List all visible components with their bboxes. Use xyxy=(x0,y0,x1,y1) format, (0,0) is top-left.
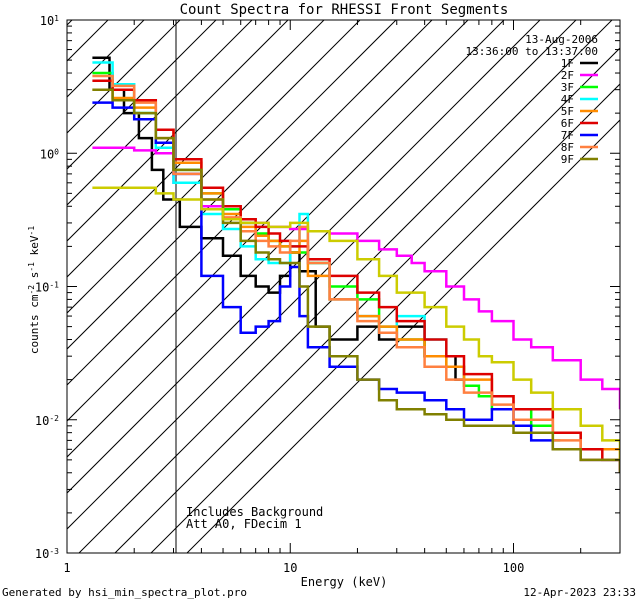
y-tick-label: 100 xyxy=(40,147,59,162)
legend-label-7F: 7F xyxy=(561,129,574,142)
legend-label-1F: 1F xyxy=(561,57,574,70)
x-tick-label: 1 xyxy=(63,561,70,575)
y-tick-label: 10-1 xyxy=(35,280,59,295)
legend-label-5F: 5F xyxy=(561,105,574,118)
annotation-background: Includes Background xyxy=(186,505,323,519)
generated-by: Generated by hsi_min_spectra_plot.pro xyxy=(2,586,247,599)
legend-label-4F: 4F xyxy=(561,93,574,106)
legend-label-3F: 3F xyxy=(561,81,574,94)
series-6F xyxy=(92,79,620,473)
series-3F xyxy=(92,71,561,442)
legend-date: 13-Aug-2006 xyxy=(525,33,598,46)
legend-time-range: 13:36:00 to 13:37:00 xyxy=(466,45,598,58)
annotation-attenuator: Att A0, FDecim 1 xyxy=(186,517,302,531)
excluded-region xyxy=(67,20,620,553)
chart-title: Count Spectra for RHESSI Front Segments xyxy=(180,2,509,18)
series-8F xyxy=(92,74,620,473)
series-5F_yellow xyxy=(92,186,620,460)
series-9F xyxy=(92,88,620,473)
legend-label-8F: 8F xyxy=(561,141,574,154)
x-tick-label: 100 xyxy=(503,561,525,575)
svg-text:counts cm-2 s-1 keV-1: counts cm-2 s-1 keV-1 xyxy=(27,226,42,354)
series-1F xyxy=(92,56,463,381)
y-axis-label: counts cm-2 s-1 keV-1 xyxy=(27,226,42,354)
x-tick-label: 10 xyxy=(283,561,297,575)
legend-label-9F: 9F xyxy=(561,153,574,166)
legend-label-6F: 6F xyxy=(561,117,574,130)
x-axis-label: Energy (keV) xyxy=(301,575,388,589)
generated-timestamp: 12-Apr-2023 23:33 xyxy=(523,586,636,599)
y-tick-label: 10-2 xyxy=(35,413,59,428)
legend-label-2F: 2F xyxy=(561,69,574,82)
y-tick-label: 101 xyxy=(40,14,59,29)
y-tick-label: 10-3 xyxy=(35,547,59,562)
